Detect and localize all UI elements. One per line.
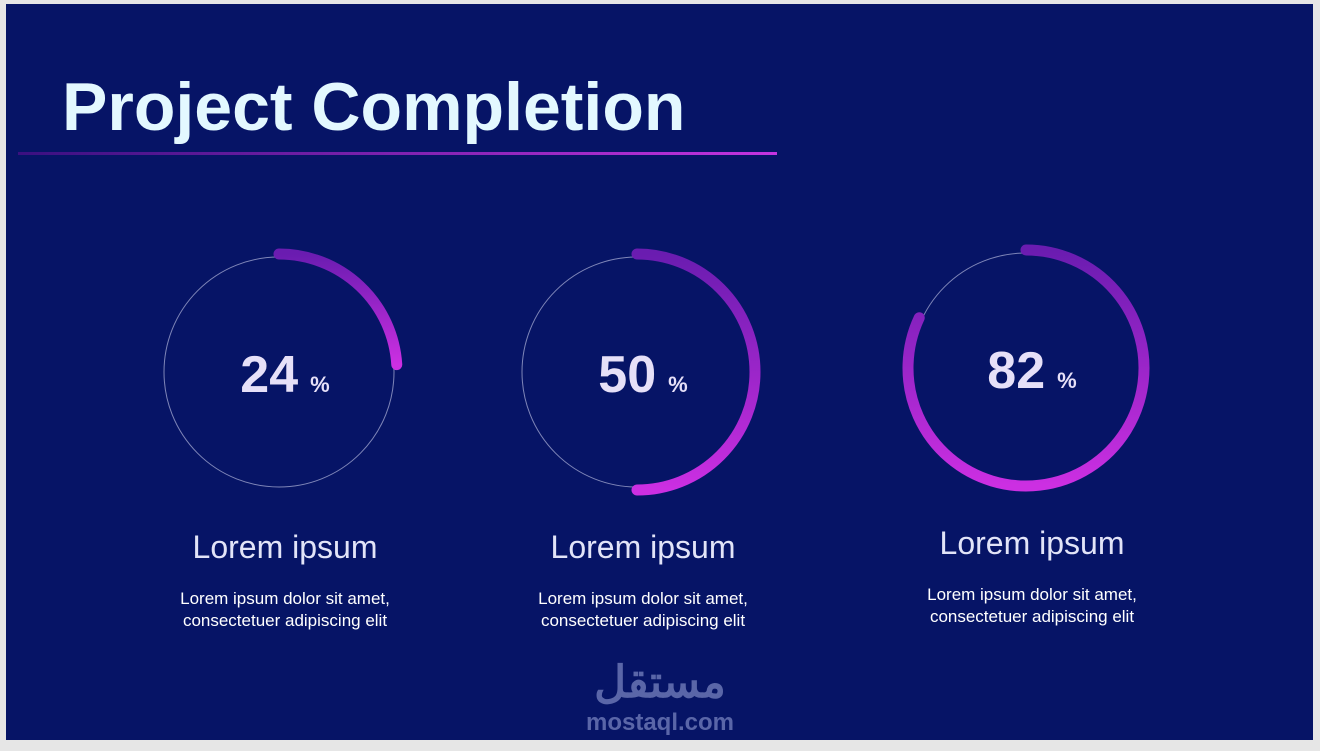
percent-label: 24% [240,346,329,404]
slide-background [6,4,1313,740]
item-text: consectetuer adipiscing elit [541,611,745,630]
item-text: Lorem ipsum dolor sit amet, [538,589,748,608]
title-underline [18,152,777,155]
item-text: consectetuer adipiscing elit [183,611,387,630]
title: Project Completion [62,69,685,145]
item-text: consectetuer adipiscing elit [930,607,1134,626]
percent-unit: % [1057,368,1077,393]
progress-arc [902,244,1150,492]
progress-arc [631,248,761,496]
item-heading: Lorem ipsum [940,525,1125,561]
percent-value: 50 [598,346,656,404]
watermark-logo: مستقل [594,658,726,707]
percent-label: 50% [598,346,687,404]
progress-arc [273,248,403,371]
watermark-url: mostaql.com [586,709,734,736]
percent-unit: % [668,372,688,397]
item-heading: Lorem ipsum [193,529,378,565]
item-text: Lorem ipsum dolor sit amet, [927,585,1137,604]
item-text: Lorem ipsum dolor sit amet, [180,589,390,608]
percent-value: 24 [240,346,298,404]
percent-value: 82 [987,342,1045,400]
percent-unit: % [310,372,330,397]
percent-label: 82% [987,342,1076,400]
item-heading: Lorem ipsum [551,529,736,565]
